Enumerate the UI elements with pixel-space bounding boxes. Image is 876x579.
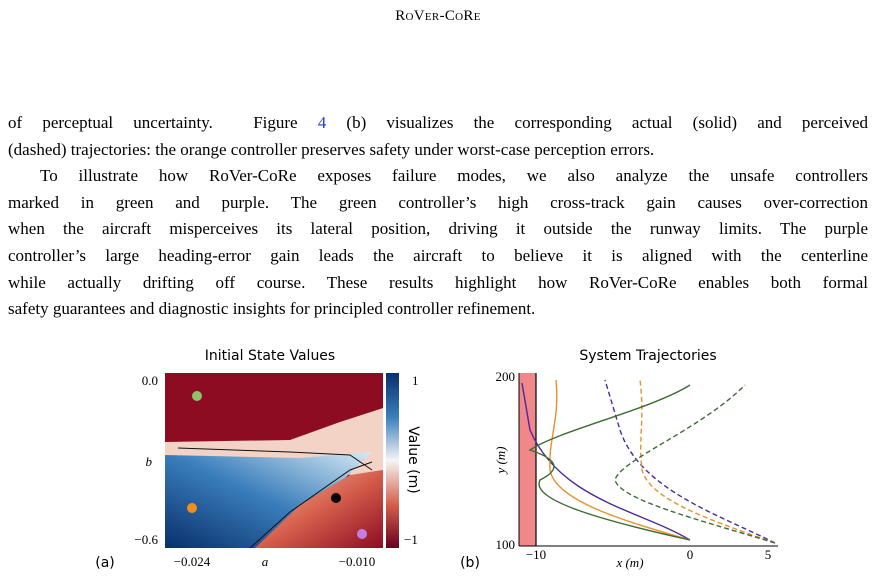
x-tick-label: −0.024 — [174, 554, 211, 569]
colorbar — [386, 373, 399, 548]
x-tick-label: 0 — [687, 547, 694, 562]
text-line: To illustrate how RoVer-CoRe exposes fai… — [40, 166, 868, 186]
marker — [331, 493, 341, 503]
text-span: of perceptual uncertainty. Figure — [8, 113, 318, 132]
colorbar-tick-label: 1 — [412, 373, 419, 388]
y-tick-label: 100 — [496, 537, 516, 552]
panel-title: System Trajectories — [579, 348, 716, 364]
text-line: of perceptual uncertainty. Figure 4 (b) … — [8, 110, 868, 137]
panel-label: (a) — [95, 555, 115, 571]
marker — [192, 391, 202, 401]
marker — [187, 503, 197, 513]
text-span: (b) visualizes the corresponding actual … — [326, 113, 868, 132]
figure-ref[interactable]: 4 — [317, 113, 327, 132]
x-tick-label: −0.010 — [339, 554, 376, 569]
y-axis-label: y (m) — [493, 446, 508, 475]
body-text: of perceptual uncertainty. Figure 4 (b) … — [8, 110, 868, 323]
y-tick-label: 0.0 — [142, 373, 158, 388]
marker — [357, 529, 367, 539]
x-tick-label: a — [262, 554, 269, 569]
text-line: (dashed) trajectories: the orange contro… — [8, 139, 655, 159]
text-line: when the aircraft misperceives its later… — [8, 219, 868, 239]
panel-title: Initial State Values — [205, 348, 335, 364]
panel-label: (b) — [460, 555, 480, 571]
y-tick-label: −0.6 — [134, 532, 158, 547]
text-line: marked in green and purple. The green co… — [8, 192, 868, 212]
text-line: while actually drifting off course. Thes… — [8, 272, 868, 292]
trajectories — [521, 379, 776, 544]
running-header: RoVer-CoRe — [395, 8, 481, 24]
heatmap — [165, 373, 383, 548]
text-line: safety guarantees and diagnostic insight… — [8, 299, 536, 319]
text-line: controller’s large heading-error gain le… — [8, 245, 868, 265]
colorbar-label: Value (m) — [405, 426, 421, 493]
runway-limit — [519, 373, 536, 546]
y-tick-label: b — [146, 454, 153, 469]
x-tick-label: −10 — [526, 547, 546, 562]
x-tick-label: 5 — [765, 547, 772, 562]
colorbar-tick-label: −1 — [404, 532, 418, 547]
y-tick-label: 200 — [496, 369, 516, 384]
x-axis-label: x (m) — [615, 555, 643, 570]
